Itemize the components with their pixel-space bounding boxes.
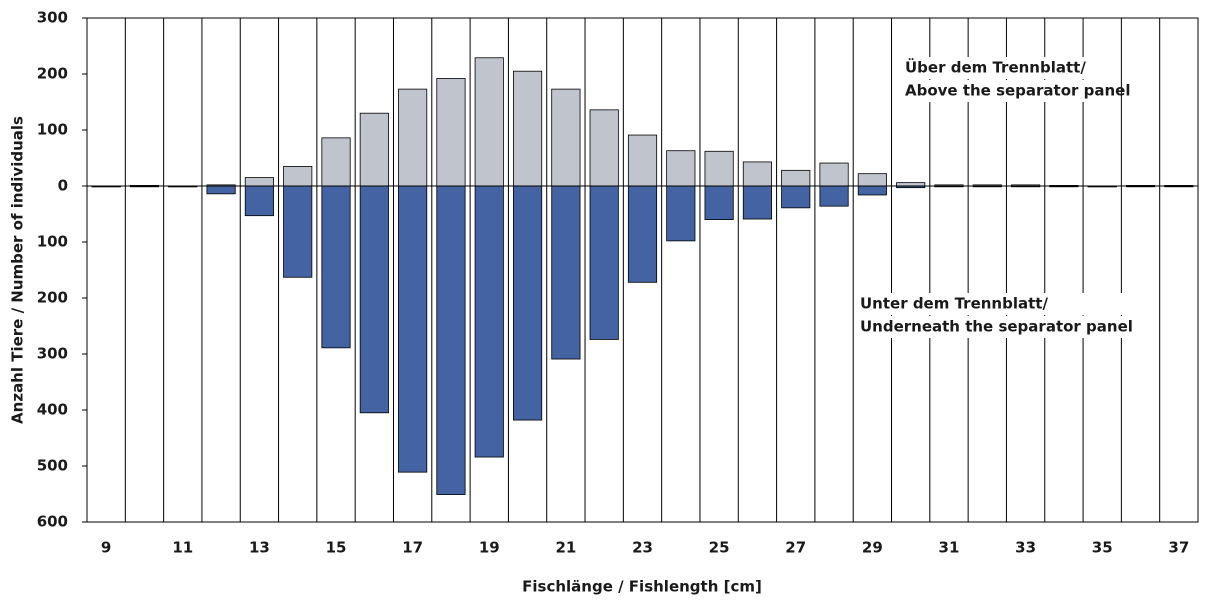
bar bbox=[321, 137, 351, 187]
annotation: Underneath the separator panel bbox=[860, 318, 1133, 336]
bar bbox=[283, 165, 313, 187]
bar bbox=[283, 185, 313, 278]
bar bbox=[781, 185, 811, 209]
bar bbox=[666, 185, 696, 242]
x-tick-label: 23 bbox=[632, 539, 653, 557]
bar bbox=[589, 185, 619, 340]
bar bbox=[359, 185, 389, 414]
y-tick-label: 100 bbox=[37, 233, 68, 251]
bar bbox=[819, 162, 849, 187]
bar bbox=[474, 57, 504, 187]
annotation-bg bbox=[856, 316, 1156, 338]
bar bbox=[857, 173, 887, 187]
bar bbox=[627, 134, 658, 187]
annotation: Above the separator panel bbox=[905, 82, 1131, 100]
x-tick-label: 37 bbox=[1168, 539, 1189, 557]
y-tick-label: 0 bbox=[58, 177, 68, 195]
annotation-bg bbox=[901, 80, 1106, 102]
bar bbox=[244, 185, 274, 217]
bar bbox=[474, 185, 504, 458]
y-tick-label: 500 bbox=[37, 457, 68, 475]
x-tick-label: 19 bbox=[479, 539, 500, 557]
x-tick-label: 21 bbox=[555, 539, 576, 557]
bar bbox=[436, 78, 466, 187]
bar bbox=[704, 150, 734, 187]
bar bbox=[627, 185, 658, 283]
x-tick-label: 29 bbox=[862, 539, 883, 557]
x-axis-title: Fischlänge / Fishlength [cm] bbox=[522, 578, 762, 596]
y-tick-label: 600 bbox=[37, 513, 68, 531]
bar bbox=[742, 185, 773, 220]
bar bbox=[398, 185, 428, 473]
bar bbox=[551, 185, 581, 360]
annotation: Über dem Trennblatt/ bbox=[905, 58, 1086, 77]
bar bbox=[819, 185, 849, 207]
x-tick-label: 35 bbox=[1092, 539, 1113, 557]
bar bbox=[781, 169, 811, 187]
x-tick-label: 17 bbox=[402, 539, 423, 557]
bar bbox=[436, 185, 466, 495]
x-tick-label: 15 bbox=[326, 539, 347, 557]
x-tick-label: 33 bbox=[1015, 539, 1036, 557]
bar bbox=[244, 177, 274, 187]
y-tick-label: 400 bbox=[37, 401, 68, 419]
x-tick-label: 27 bbox=[785, 539, 806, 557]
bar bbox=[857, 185, 887, 196]
bar bbox=[206, 185, 236, 195]
y-axis-title: Anzahl Tiere / Number of individuals bbox=[9, 116, 27, 424]
annotation-bg bbox=[856, 293, 1156, 315]
y-tick-label: 200 bbox=[37, 289, 68, 307]
y-tick-label: 100 bbox=[37, 121, 68, 139]
bar bbox=[589, 109, 619, 187]
bar bbox=[742, 161, 773, 187]
bar bbox=[359, 112, 389, 187]
x-tick-label: 25 bbox=[709, 539, 730, 557]
bar bbox=[512, 185, 543, 421]
bar bbox=[666, 150, 696, 187]
y-tick-label: 200 bbox=[37, 65, 68, 83]
bar bbox=[512, 70, 543, 187]
bar bbox=[551, 88, 581, 187]
x-tick-label: 13 bbox=[249, 539, 270, 557]
bar bbox=[321, 185, 351, 349]
plot-frame bbox=[86, 17, 1199, 523]
x-tick-label: 31 bbox=[939, 539, 960, 557]
bar bbox=[896, 182, 926, 187]
bar bbox=[704, 185, 734, 220]
y-tick-label: 300 bbox=[37, 345, 68, 363]
annotation: Unter dem Trennblatt/ bbox=[860, 295, 1048, 313]
bar bbox=[398, 88, 428, 187]
x-tick-label: 9 bbox=[101, 539, 111, 557]
y-tick-label: 300 bbox=[37, 9, 68, 27]
annotation-bg bbox=[901, 57, 1106, 79]
x-tick-label: 11 bbox=[172, 539, 193, 557]
